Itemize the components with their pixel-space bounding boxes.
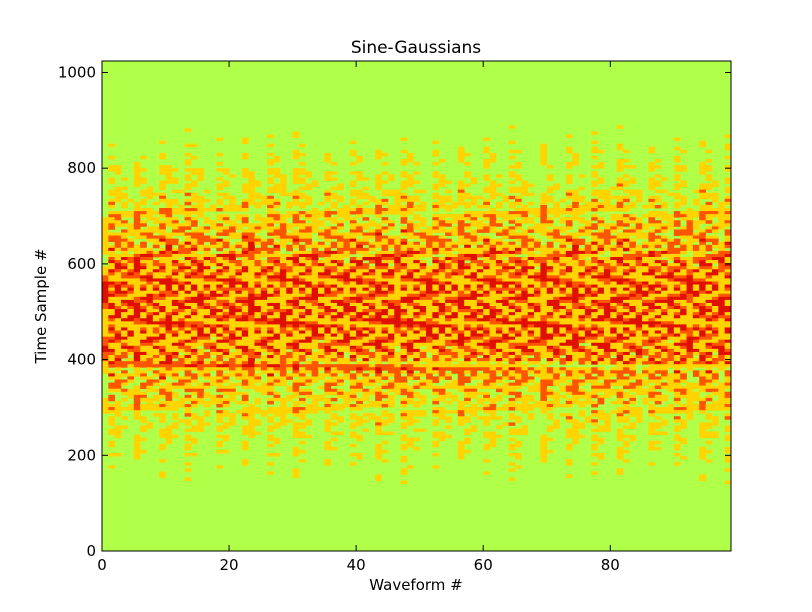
x-axis: 0 20 40 60 80 bbox=[97, 61, 620, 574]
x-tick-label: 0 bbox=[97, 556, 107, 574]
x-tick-label: 60 bbox=[474, 556, 493, 574]
x-axis-label: Waveform # bbox=[369, 576, 462, 594]
x-tick-label: 80 bbox=[601, 556, 620, 574]
x-tick-label: 20 bbox=[220, 556, 239, 574]
y-tick-label: 400 bbox=[67, 351, 96, 369]
heatmap-image bbox=[102, 61, 731, 551]
plot-frame bbox=[101, 60, 732, 552]
chart-title: Sine-Gaussians bbox=[351, 38, 481, 58]
y-tick-label: 200 bbox=[67, 446, 96, 464]
y-axis-label: Time Sample # bbox=[32, 248, 50, 364]
y-tick-label: 600 bbox=[67, 255, 96, 273]
y-tick-label: 800 bbox=[67, 159, 96, 177]
x-tick-label: 40 bbox=[347, 556, 366, 574]
y-axis: 0 200 400 600 800 1000 bbox=[58, 63, 731, 560]
y-tick-label: 1000 bbox=[58, 63, 96, 81]
y-tick-label: 0 bbox=[86, 542, 96, 560]
